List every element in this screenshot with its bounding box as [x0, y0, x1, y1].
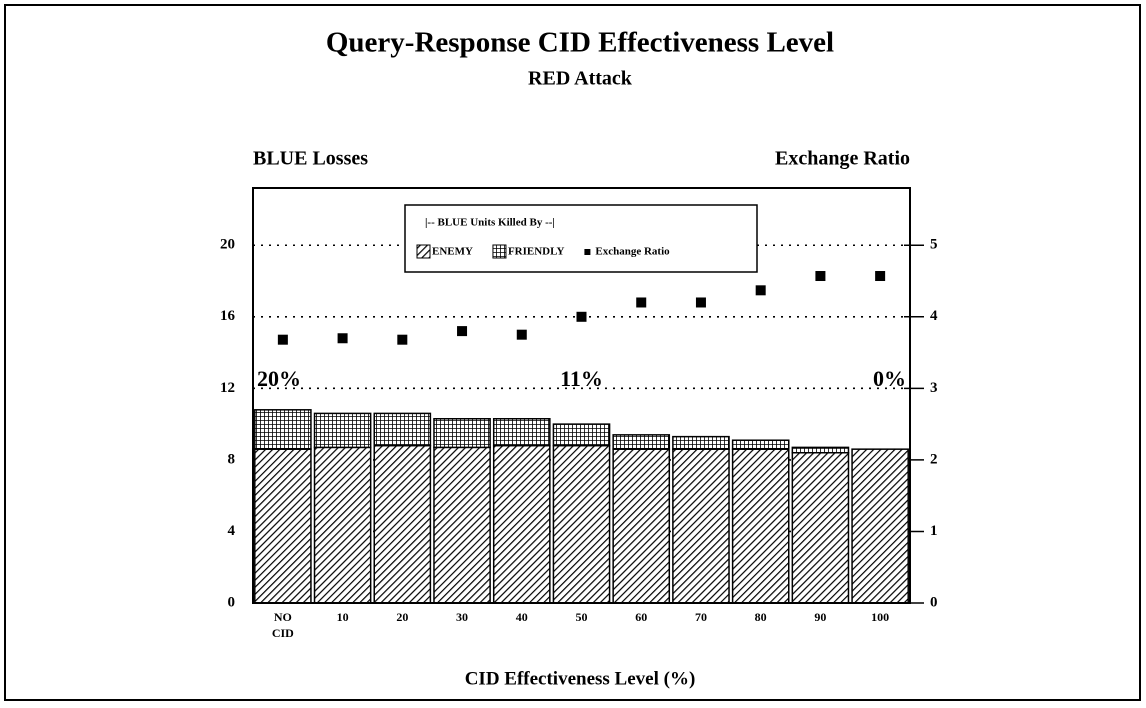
- frame: [4, 4, 1141, 701]
- legend-label: Exchange Ratio: [595, 246, 670, 258]
- y-tick-label: 12: [220, 380, 235, 396]
- x-tick-label-line: 50: [576, 610, 588, 624]
- bar-segment: [373, 444, 432, 604]
- bar-segment: [612, 434, 671, 450]
- x-tick-label-line: 40: [516, 610, 528, 624]
- x-tick-label-line: 100: [871, 610, 889, 624]
- bar-segment: [313, 412, 372, 449]
- y2-tick-label: 5: [930, 237, 938, 253]
- x-tick-label-line: 70: [695, 610, 707, 624]
- x-tick-label: 70: [695, 610, 707, 624]
- plot-border: [252, 187, 911, 604]
- legend-label: FRIENDLY: [508, 246, 564, 258]
- bar-segment: [731, 439, 790, 450]
- bar-segment: [672, 448, 730, 604]
- x-tick-label: 80: [755, 610, 767, 624]
- x-tick-label: 90: [814, 610, 826, 624]
- y2-tick-label: 3: [930, 380, 938, 396]
- x-axis-label: CID Effectiveness Level (%): [465, 668, 696, 689]
- y2-tick-label: 0: [930, 594, 938, 610]
- x-tick-label-line: 30: [456, 610, 468, 624]
- y-tick-label: 8: [228, 451, 236, 467]
- bar-segment: [433, 418, 491, 449]
- x-tick-label: 50: [576, 610, 588, 624]
- x-tick-label-line: 80: [755, 610, 767, 624]
- scatter-point: [397, 334, 408, 345]
- annotation: 0%: [873, 366, 906, 391]
- y2-tick-label: 2: [930, 451, 938, 467]
- bar-segment: [492, 444, 551, 604]
- y-axis-label: BLUE Losses: [253, 148, 368, 170]
- y2-tick-label: 4: [930, 308, 938, 324]
- x-tick-label: 100: [871, 610, 889, 624]
- bar-segment: [672, 435, 730, 450]
- annotation: 11%: [560, 366, 603, 391]
- scatter-point: [815, 271, 826, 282]
- bar-segment: [313, 446, 372, 604]
- scatter-point: [576, 311, 587, 322]
- bar-segment: [791, 451, 850, 604]
- bar-segment: [254, 409, 312, 450]
- y2-tick-label: 1: [930, 523, 938, 539]
- x-tick-label: 60: [635, 610, 647, 624]
- bar-segment: [851, 448, 909, 604]
- x-tick-label-line: 20: [396, 610, 408, 624]
- scatter-point: [695, 297, 706, 308]
- bar-segment: [254, 448, 312, 604]
- bar-segment: [791, 446, 850, 454]
- x-tick-label: NO CID: [272, 610, 294, 640]
- x-tick-label: 10: [337, 610, 349, 624]
- scatter-point: [875, 271, 886, 282]
- x-tick-label-line: NO: [274, 610, 292, 624]
- legend-swatch: [584, 249, 591, 255]
- bar-segment: [552, 423, 611, 447]
- y-tick-label: 4: [228, 523, 236, 539]
- scatter-point: [516, 329, 527, 340]
- annotation: 20%: [257, 366, 301, 391]
- y2-axis-label: Exchange Ratio: [775, 148, 910, 170]
- scatter-point: [755, 285, 766, 296]
- y-tick-label: 16: [220, 308, 236, 324]
- y-tick-label: 20: [220, 237, 235, 253]
- bar-segment: [433, 446, 491, 604]
- scatter-point: [457, 326, 468, 337]
- chart-title: Query-Response CID Effectiveness Level: [326, 27, 834, 59]
- bar-segment: [492, 418, 551, 447]
- x-tick-label: 40: [516, 610, 528, 624]
- scatter-point: [636, 297, 647, 308]
- x-tick-label: 30: [456, 610, 468, 624]
- legend-label: ENEMY: [432, 246, 473, 258]
- scatter-point: [337, 333, 348, 344]
- legend-swatch: [492, 244, 507, 259]
- legend-box: [404, 204, 758, 273]
- bar-segment: [552, 444, 611, 604]
- x-tick-label-line: 60: [635, 610, 647, 624]
- legend-title: |-- BLUE Units Killed By --|: [425, 217, 555, 229]
- x-tick-label-line: CID: [272, 626, 294, 640]
- chart-subtitle: RED Attack: [528, 68, 633, 90]
- bar-segment: [731, 448, 790, 604]
- x-tick-label-line: 90: [814, 610, 826, 624]
- x-tick-label: 20: [396, 610, 408, 624]
- legend-swatch: [416, 244, 431, 259]
- x-tick-label-line: 10: [337, 610, 349, 624]
- bar-segment: [373, 412, 432, 447]
- y-tick-label: 0: [228, 594, 236, 610]
- bar-segment: [612, 448, 671, 604]
- scatter-point: [277, 334, 288, 345]
